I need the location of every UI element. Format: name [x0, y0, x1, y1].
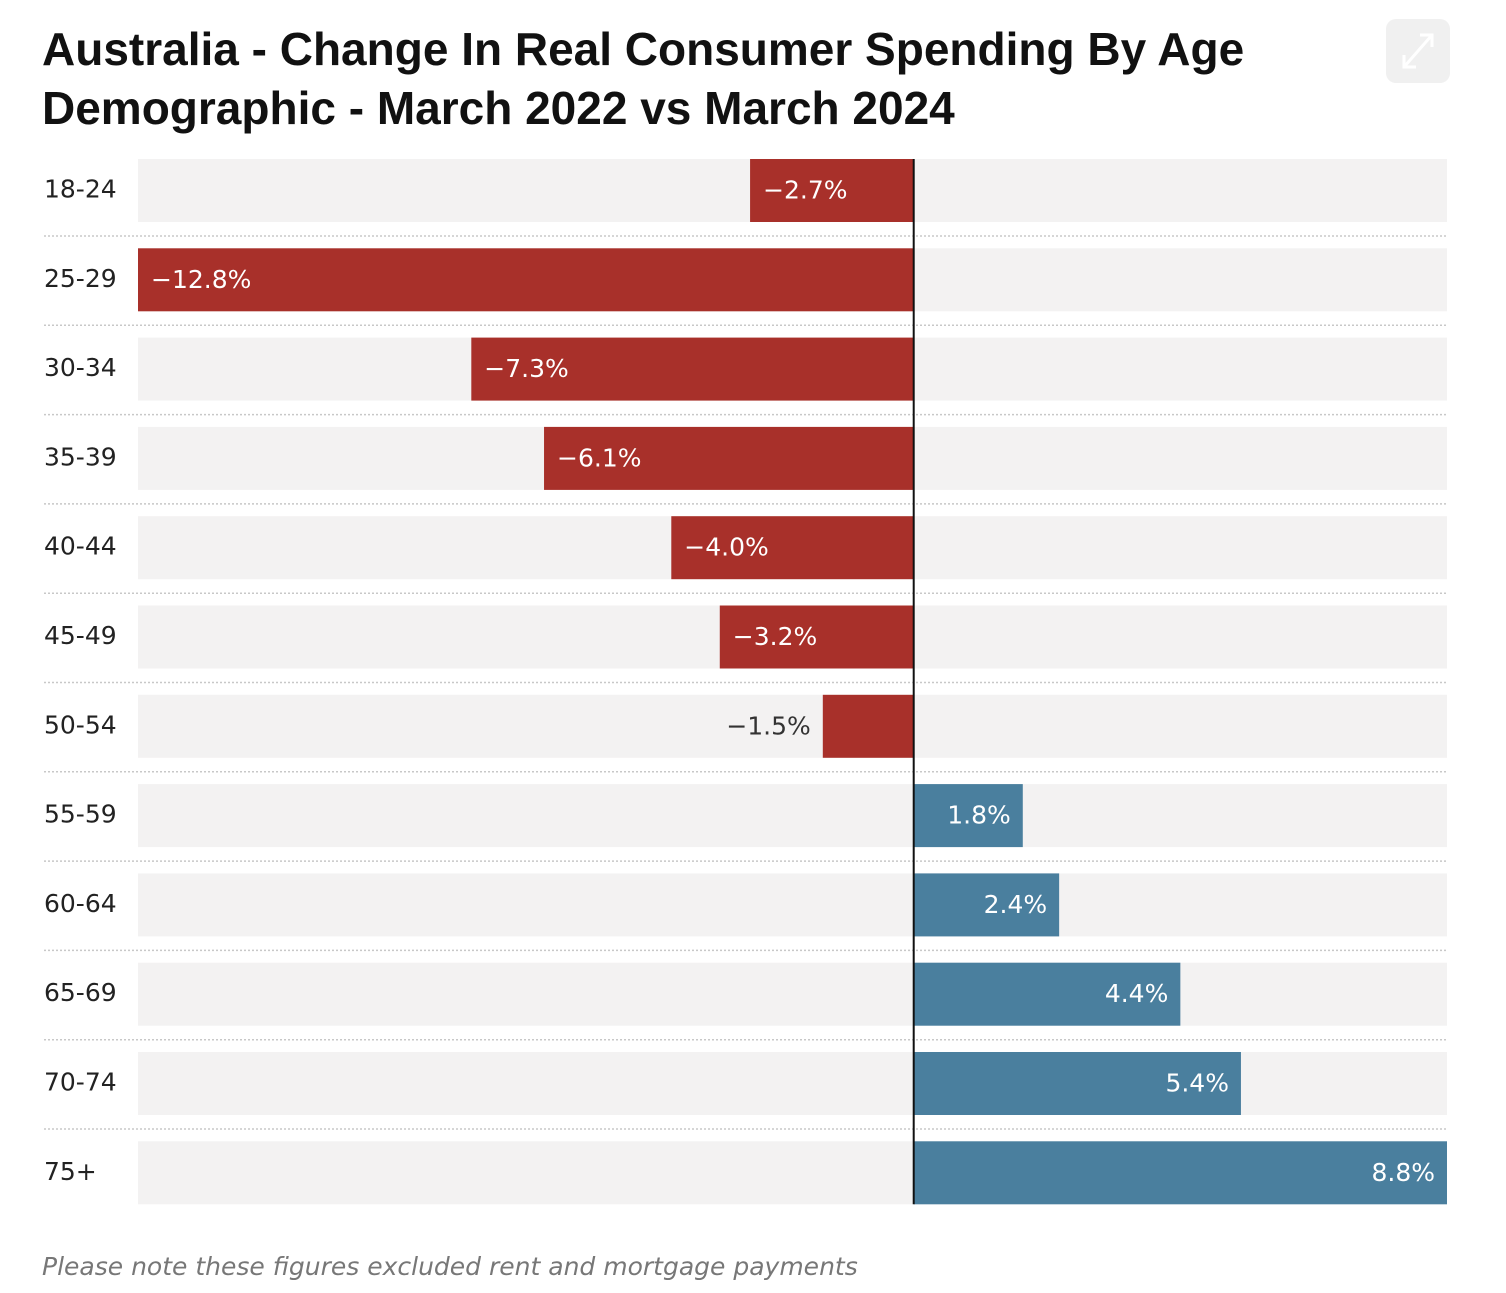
bar: [138, 248, 914, 312]
category-label: 75+: [44, 1157, 97, 1186]
bar: [544, 426, 914, 490]
row-background: [138, 784, 1447, 848]
bar: [719, 605, 914, 669]
category-label: 70-74: [44, 1068, 117, 1097]
title-line: Demographic - March 2022 vs March 2024: [42, 82, 955, 134]
value-label: −2.7%: [763, 176, 847, 205]
bar: [913, 1052, 1241, 1115]
value-label: 2.4%: [984, 890, 1048, 919]
row-background: [138, 962, 1447, 1026]
title-line: Australia - Change In Real Consumer Spen…: [42, 23, 1244, 75]
value-label: 5.4%: [1165, 1069, 1229, 1098]
value-label: −7.3%: [484, 354, 568, 383]
category-label: 65-69: [44, 978, 117, 1007]
category-label: 18-24: [44, 175, 117, 204]
plot: 18-24 −2.7% 25-29 −12.8% 30-34 −7.3% 35-39 −6.1…: [44, 159, 1447, 1205]
expand-icon[interactable]: [1402, 33, 1434, 69]
footnote: Please note these figures excluded rent …: [42, 1252, 858, 1281]
row-background: [138, 1052, 1447, 1115]
bar: [913, 1141, 1447, 1205]
bar: [913, 962, 1181, 1026]
category-label: 45-49: [44, 621, 117, 650]
value-label: 1.8%: [947, 801, 1011, 830]
value-label: −12.8%: [151, 265, 251, 294]
value-label: −3.2%: [733, 622, 817, 651]
category-label: 35-39: [44, 442, 117, 471]
chart-title: Australia - Change In Real Consumer Spen…: [42, 23, 1257, 134]
bar: [913, 784, 1023, 848]
category-label: 25-29: [44, 264, 117, 293]
category-label: 50-54: [44, 710, 117, 739]
value-label: −6.1%: [557, 443, 641, 472]
bar: [471, 337, 914, 401]
category-label: 40-44: [44, 532, 117, 561]
bar: [750, 159, 914, 222]
expand-button[interactable]: [1386, 19, 1450, 83]
value-label: 4.4%: [1105, 979, 1169, 1008]
category-label: 60-64: [44, 889, 117, 918]
row-background: [138, 873, 1447, 937]
value-label: −4.0%: [684, 533, 768, 562]
bar: [913, 873, 1060, 937]
row-background: [138, 694, 1447, 758]
category-label: 30-34: [44, 353, 117, 382]
bar: [822, 694, 914, 758]
category-label: 55-59: [44, 800, 117, 829]
bar: [671, 516, 914, 580]
value-label: −1.5%: [726, 711, 810, 740]
value-label: 8.8%: [1371, 1158, 1435, 1187]
